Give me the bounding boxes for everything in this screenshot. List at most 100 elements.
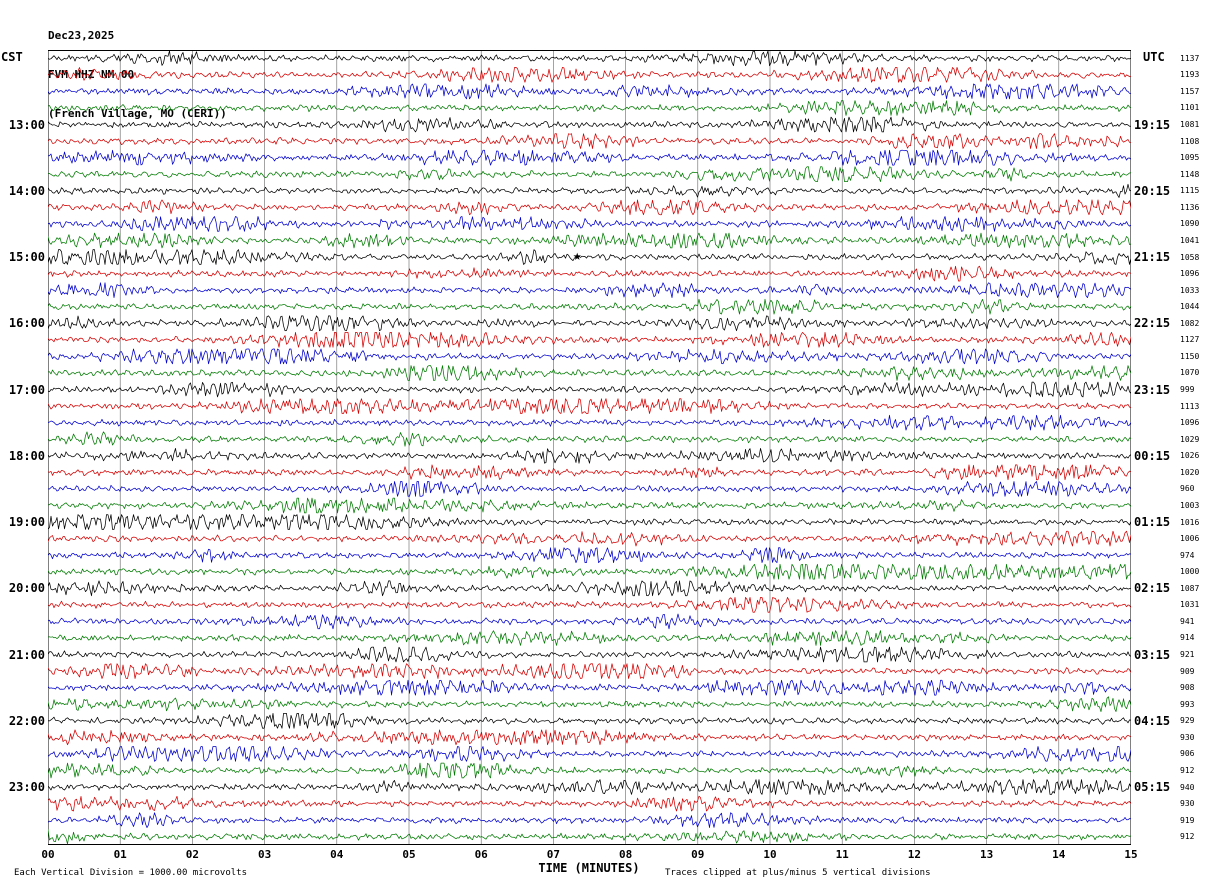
dc-offset-value: 1108 [1180, 136, 1200, 146]
utc-hour-label: 05:15 [1134, 780, 1171, 795]
dc-offset-value: 930 [1180, 732, 1195, 742]
dc-offset-value: 940 [1180, 782, 1195, 792]
dc-offset-value: 1157 [1180, 86, 1200, 96]
x-axis-tick: 07 [546, 848, 561, 861]
trace-row [48, 646, 1131, 663]
utc-hour-label: 01:15 [1134, 515, 1171, 530]
dc-offset-value: 909 [1180, 666, 1195, 676]
x-axis-tick: 09 [691, 848, 705, 861]
cst-hour-label: 19:00 [8, 515, 45, 530]
trace-row [48, 265, 1131, 282]
trace-row [48, 779, 1131, 795]
dc-offset-value: 1193 [1180, 70, 1200, 80]
dc-offset-value: 999 [1180, 385, 1195, 395]
dc-offset-value: 1082 [1180, 318, 1200, 328]
dc-offset-value: 974 [1180, 550, 1195, 560]
cst-hour-label: 22:00 [8, 713, 45, 728]
x-axis-tick: 03 [257, 848, 272, 861]
trace-row [48, 663, 1131, 679]
trace-row [48, 83, 1131, 100]
trace-row [48, 166, 1131, 182]
dc-offset-value: 1058 [1180, 252, 1200, 262]
trace-row [48, 696, 1131, 712]
dc-offset-value: 1127 [1180, 335, 1200, 345]
dc-offset-value: 1101 [1180, 103, 1200, 113]
utc-hour-label: 19:15 [1134, 117, 1171, 132]
dc-offset-value: 1087 [1180, 583, 1200, 593]
x-axis-tick: 05 [402, 848, 416, 861]
dc-offset-value: 912 [1180, 832, 1195, 842]
trace-row [48, 729, 1131, 746]
utc-hour-label: 04:15 [1134, 713, 1171, 728]
dc-offset-value: 1003 [1180, 500, 1200, 510]
trace-row [48, 795, 1131, 812]
trace-row [48, 414, 1131, 431]
trace-row [48, 746, 1131, 762]
dc-offset-value: 930 [1180, 799, 1195, 809]
trace-row [48, 365, 1131, 381]
cst-hour-label: 20:00 [8, 581, 45, 596]
trace-row [48, 298, 1131, 315]
trace-row [48, 713, 1131, 729]
x-axis-tick: 15 [1124, 848, 1138, 861]
dc-offset-value: 1096 [1180, 269, 1200, 279]
trace-row [48, 50, 1131, 67]
trace-row [48, 67, 1131, 83]
trace-row [48, 829, 1131, 845]
event-marker-icon: ★ [573, 248, 582, 264]
footer-scale-note: Each Vertical Division = 1000.00 microvo… [14, 868, 247, 878]
dc-offset-value: 1033 [1180, 285, 1200, 295]
dc-offset-value: 1136 [1180, 202, 1200, 212]
trace-row [48, 348, 1131, 365]
dc-offset-value: 941 [1180, 616, 1195, 626]
trace-row [48, 812, 1131, 828]
dc-offset-value: 1148 [1180, 169, 1200, 179]
x-axis-tick: 01 [113, 848, 127, 861]
x-axis-tick: 02 [185, 848, 200, 861]
trace-row [48, 216, 1131, 232]
trace-row [48, 580, 1131, 597]
dc-offset-value: 912 [1180, 765, 1195, 775]
trace-row [48, 481, 1131, 497]
dc-offset-value: 1020 [1180, 467, 1200, 477]
header-location: (French Village, MO (CERI)) [48, 107, 227, 120]
trace-row [48, 282, 1131, 298]
trace-row [48, 563, 1131, 580]
x-axis-tick: 06 [474, 848, 488, 861]
x-axis-tick: 10 [763, 848, 777, 861]
trace-row [48, 133, 1131, 149]
trace-row [48, 630, 1131, 646]
trace-row [48, 547, 1131, 563]
trace-row [48, 249, 1131, 265]
trace-row [48, 183, 1131, 198]
cst-hour-label: 14:00 [8, 183, 45, 198]
utc-hour-label: 23:15 [1134, 382, 1171, 397]
trace-row [48, 464, 1131, 481]
trace-row [48, 597, 1131, 613]
trace-row [48, 116, 1131, 133]
x-axis-tick: 11 [835, 848, 849, 861]
trace-row [48, 100, 1131, 116]
trace-row [48, 332, 1131, 348]
x-axis-tick: 08 [618, 848, 633, 861]
dc-offset-value: 1029 [1180, 434, 1200, 444]
cst-hour-label: 17:00 [8, 382, 45, 397]
dc-offset-value: 1113 [1180, 401, 1200, 411]
dc-offset-value: 1096 [1180, 418, 1200, 428]
trace-row [48, 398, 1131, 414]
trace-row [48, 762, 1131, 779]
utc-hour-label: 21:15 [1134, 250, 1171, 265]
dc-offset-value: 960 [1180, 484, 1195, 494]
footer-clip-note: Traces clipped at plus/minus 5 vertical … [665, 868, 931, 878]
dc-offset-value: 908 [1180, 683, 1195, 693]
dc-offset-value: 1026 [1180, 451, 1200, 461]
dc-offset-value: 1041 [1180, 235, 1200, 245]
x-axis-tick: 04 [330, 848, 344, 861]
utc-hour-label: 00:15 [1134, 448, 1171, 463]
cst-hour-label: 13:00 [8, 117, 45, 132]
utc-hour-label: 20:15 [1134, 183, 1171, 198]
x-axis-tick: 00 [41, 848, 55, 861]
x-axis-tick: 14 [1052, 848, 1066, 861]
dc-offset-value: 993 [1180, 699, 1195, 709]
